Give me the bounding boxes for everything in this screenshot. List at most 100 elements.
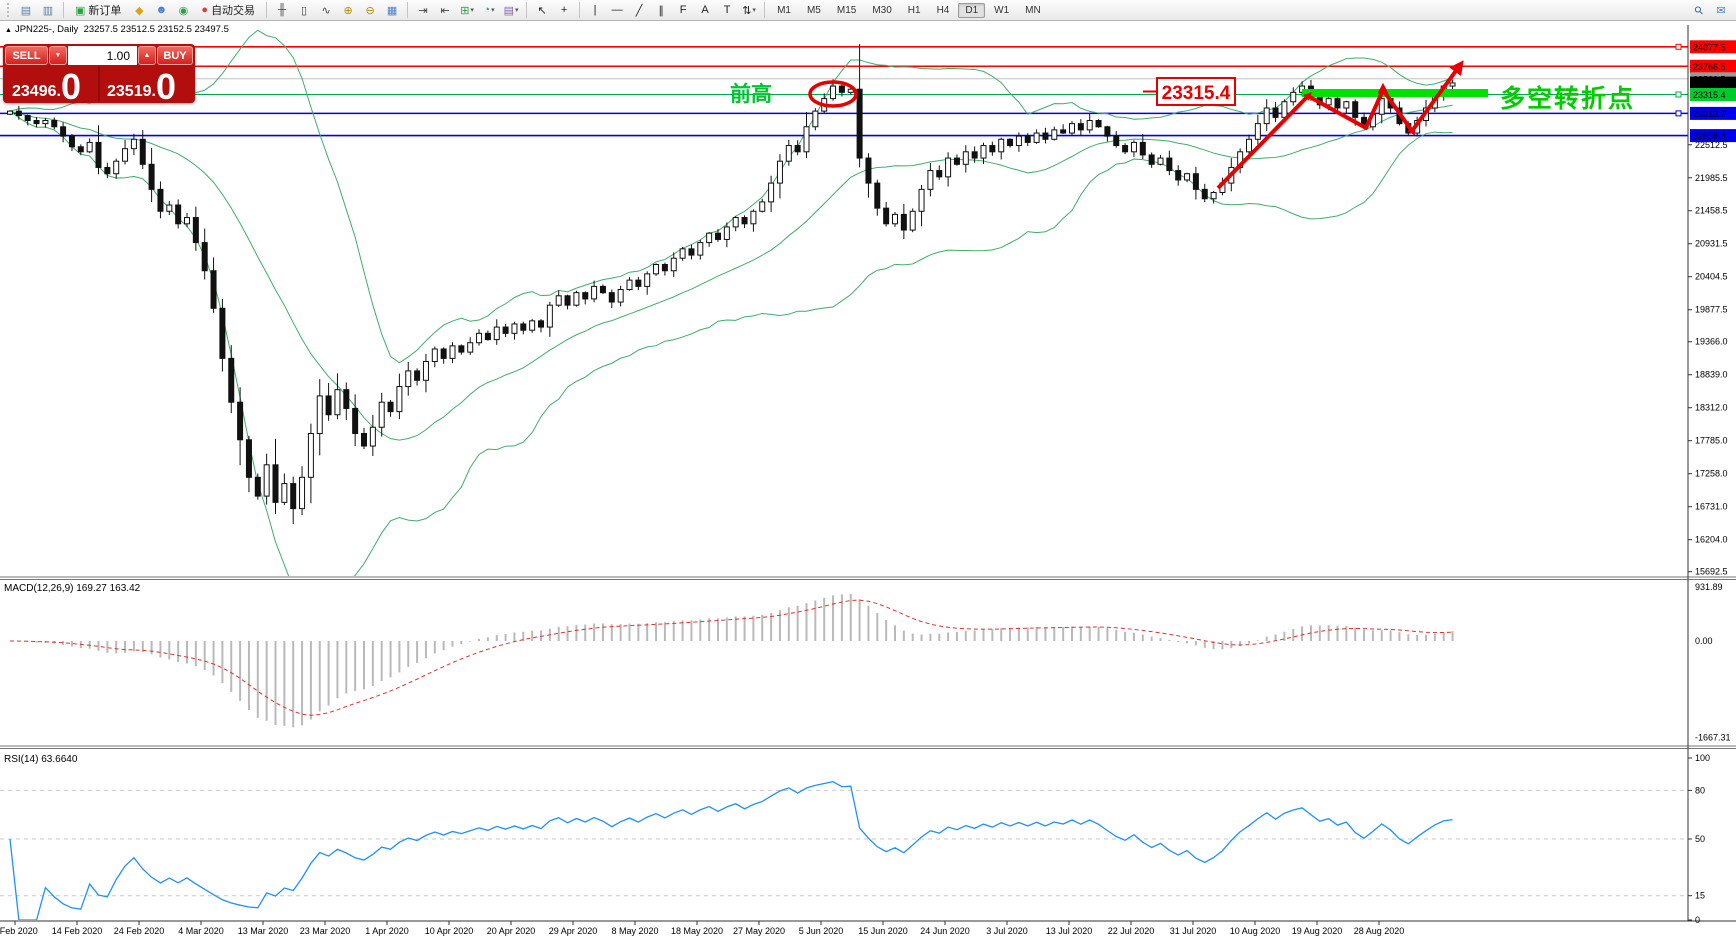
price-badge-label: 23766.5 <box>1693 62 1726 72</box>
zigzag-arrowhead <box>1449 60 1464 77</box>
toolbar-grip[interactable] <box>7 3 12 17</box>
chart-annotations[interactable] <box>808 60 1488 190</box>
price-badge <box>1690 106 1736 120</box>
candle <box>529 318 536 333</box>
turning-point-label[interactable]: 多空转折点 <box>1500 84 1635 113</box>
trendline-icon[interactable]: ╱ <box>629 1 649 20</box>
prev-high-ellipse[interactable] <box>808 80 858 108</box>
new-order-button[interactable]: ▣ 新订单 <box>69 1 127 20</box>
history-center-icon[interactable]: ◆ <box>129 1 149 20</box>
buy-price-main: 23519 <box>107 83 152 100</box>
cursor-icon[interactable]: ↖ <box>532 1 552 20</box>
date-label: 29 Apr 2020 <box>549 926 598 936</box>
collapse-panel-icon[interactable]: ▲ <box>5 27 12 34</box>
timeframe-W1[interactable]: W1 <box>994 4 1010 16</box>
trend-zigzag-arrow[interactable] <box>1216 66 1460 190</box>
profile-charts-icon[interactable]: ▥ <box>38 1 58 20</box>
buy-price-big-digit: 0 <box>155 66 176 107</box>
timeframe-M15[interactable]: M15 <box>836 4 857 16</box>
timeframe-H4[interactable]: H4 <box>936 4 950 16</box>
chat-icon[interactable]: ✉ <box>1711 1 1731 20</box>
timeframe-M30[interactable]: M30 <box>872 4 892 16</box>
line-chart-icon[interactable]: ∿ <box>316 1 336 20</box>
sell-price-main: 23496 <box>12 83 57 100</box>
cursor-icon: ↖ <box>537 4 547 17</box>
line-handle[interactable] <box>1675 91 1682 98</box>
volume-down-button[interactable]: ▼ <box>49 46 67 65</box>
text-label-icon[interactable]: T <box>717 1 737 20</box>
chart-shift-icon[interactable]: ⇤ <box>435 1 455 20</box>
candle <box>343 382 350 420</box>
candle <box>980 142 987 164</box>
bar-chart-icon[interactable]: ╫ <box>272 1 292 20</box>
templates-icon-caret[interactable]: ▾ <box>515 7 519 14</box>
candle <box>361 427 367 449</box>
sell-button[interactable]: SELL <box>5 46 48 65</box>
arrows-icon[interactable]: ⇅ ▾ <box>739 1 759 20</box>
toolbar-separator <box>63 2 64 18</box>
buy-button[interactable]: BUY <box>157 46 193 65</box>
templates-icon[interactable]: ▤ ▾ <box>501 1 521 20</box>
timeframe-M1[interactable]: M1 <box>777 4 791 16</box>
timeframe-MN[interactable]: MN <box>1025 4 1041 16</box>
text-icon[interactable]: A <box>695 1 715 20</box>
candle <box>1104 125 1111 142</box>
candle <box>422 353 429 393</box>
timeframe-D1[interactable]: D1 <box>958 2 986 18</box>
candlestick-series <box>7 43 1456 524</box>
periods-icon[interactable]: ◔ ▾ <box>479 1 499 20</box>
price-tick-label: 17785.0 <box>1695 436 1728 446</box>
arrows-icon-caret[interactable]: ▾ <box>752 7 756 14</box>
crosshair-icon[interactable]: + <box>554 1 574 20</box>
chat-icon: ✉ <box>1716 4 1726 17</box>
candlestick-chart-icon: ▯ <box>301 4 308 17</box>
indicators-icon-caret[interactable]: ▾ <box>470 7 474 14</box>
candle <box>1033 129 1040 144</box>
equidistant-channel-icon[interactable]: ∥ <box>651 1 671 20</box>
candle <box>909 208 916 233</box>
vertical-line-icon[interactable]: | <box>585 1 605 20</box>
signals-icon[interactable]: ◉ <box>173 1 193 20</box>
prev-high-label[interactable]: 前高 <box>730 82 772 106</box>
chart-window-icon[interactable]: ▤ <box>16 1 36 20</box>
line-handle[interactable] <box>1675 43 1682 50</box>
crosshair-icon: + <box>560 4 568 16</box>
candle <box>325 383 332 421</box>
auto-scroll-icon[interactable]: ⇥ <box>413 1 433 20</box>
timeframe-H1[interactable]: H1 <box>907 4 921 16</box>
buy-price[interactable]: 23519. 0 <box>98 66 193 107</box>
candle <box>900 204 907 240</box>
search-icon[interactable]: ⚲ <box>1689 1 1709 20</box>
price-tick-label: 18312.0 <box>1695 403 1728 413</box>
line-handle[interactable] <box>1675 110 1682 117</box>
autotrading-button[interactable]: ● 自动交易 <box>195 1 261 20</box>
support-zone-bar[interactable] <box>1302 89 1488 97</box>
sell-price[interactable]: 23496. 0 <box>12 66 81 107</box>
web-terminal-icon[interactable]: ☻ <box>151 1 171 20</box>
date-label: 31 Jul 2020 <box>1170 926 1217 936</box>
macd-axis-label: 0.00 <box>1695 636 1713 646</box>
date-label: 5 Feb 2020 <box>0 926 38 936</box>
level-price-box[interactable] <box>1156 77 1236 106</box>
periods-icon-caret[interactable]: ▾ <box>491 7 495 14</box>
candlestick-chart-icon[interactable]: ▯ <box>294 1 314 20</box>
price-axis[interactable]: 22512.5 21985.5 21458.5 20931.5 20404.5 19877… <box>1688 40 1736 925</box>
candle <box>228 345 235 414</box>
zoom-in-icon[interactable]: ⊕ <box>338 1 358 20</box>
candle <box>723 222 730 248</box>
price-badge-label: 22658.8 <box>1693 131 1726 141</box>
date-axis[interactable]: 5 Feb 2020 14 Feb 2020 24 Feb 2020 4 Mar 20… <box>0 921 1404 936</box>
indicators-icon[interactable]: ⊞ ▾ <box>457 1 477 20</box>
horizontal-level-lines[interactable] <box>0 43 1688 137</box>
horizontal-line-icon[interactable]: — <box>607 1 627 20</box>
volume-input[interactable] <box>68 46 137 65</box>
candle <box>201 228 208 280</box>
fibonacci-icon: F <box>679 4 687 16</box>
timeframe-M5[interactable]: M5 <box>806 4 821 16</box>
volume-up-button[interactable]: ▲ <box>138 46 156 65</box>
fibonacci-icon[interactable]: F <box>673 1 693 20</box>
level-price-label[interactable]: 23315.4 <box>1162 83 1231 104</box>
zoom-out-icon[interactable]: ⊖ <box>360 1 380 20</box>
tile-windows-icon[interactable]: ▦ <box>382 1 402 20</box>
candle <box>245 435 252 493</box>
